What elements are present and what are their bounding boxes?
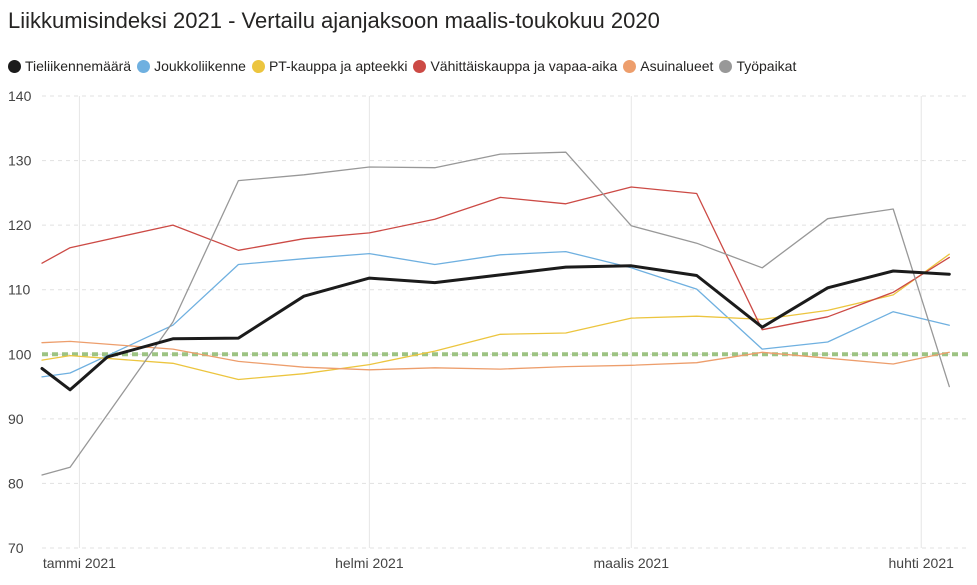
x-tick-label: huhti 2021	[889, 555, 955, 571]
legend-label: Tieliikennemäärä	[25, 58, 132, 74]
y-tick-label: 140	[8, 88, 32, 104]
y-tick-label: 80	[8, 475, 24, 491]
legend-item[interactable]: Tieliikennemäärä	[8, 58, 131, 74]
series-line-6	[41, 151, 950, 476]
y-tick-label: 90	[8, 411, 24, 427]
series-line-5	[41, 340, 950, 371]
legend-label: PT-kauppa ja apteekki	[268, 58, 408, 74]
y-tick-label: 110	[8, 282, 31, 298]
legend-item[interactable]: PT-kauppa ja apteekki	[251, 58, 408, 74]
legend-label: Joukkoliikenne	[154, 58, 246, 74]
y-tick-label: 100	[8, 346, 32, 362]
legend-marker	[251, 59, 265, 73]
series-line-3	[41, 253, 950, 381]
legend-label: Vähittäiskauppa ja vapaa-aika	[430, 58, 618, 74]
legend-label: Työpaikat	[736, 58, 797, 74]
series-line-1	[40, 264, 951, 392]
series-line-2	[41, 250, 950, 378]
legend-marker	[623, 59, 637, 73]
y-tick-label: 130	[8, 153, 32, 169]
legend-marker	[8, 59, 21, 73]
legend: Tieliikennemäärä Joukkoliikenne PT-kauppa …	[8, 56, 802, 76]
chart-title: Liikkumisindeksi 2021 - Vertailu ajanjak…	[8, 8, 660, 33]
x-tick-label: maalis 2021	[594, 555, 670, 571]
legend-marker	[413, 59, 427, 73]
x-tick-label: tammi 2021	[43, 555, 116, 571]
legend-item[interactable]: Joukkoliikenne	[137, 58, 246, 74]
y-tick-label: 70	[8, 540, 24, 556]
legend-marker	[719, 59, 733, 73]
legend-item[interactable]: Vähittäiskauppa ja vapaa-aika	[413, 58, 617, 74]
legend-item[interactable]: Työpaikat	[719, 58, 796, 74]
legend-label: Asuinalueet	[640, 58, 714, 74]
x-tick-label: helmi 2021	[335, 555, 404, 571]
series-line-4	[41, 186, 950, 331]
legend-marker	[137, 59, 151, 73]
y-tick-label: 120	[8, 217, 32, 233]
legend-item[interactable]: Asuinalueet	[623, 58, 713, 74]
